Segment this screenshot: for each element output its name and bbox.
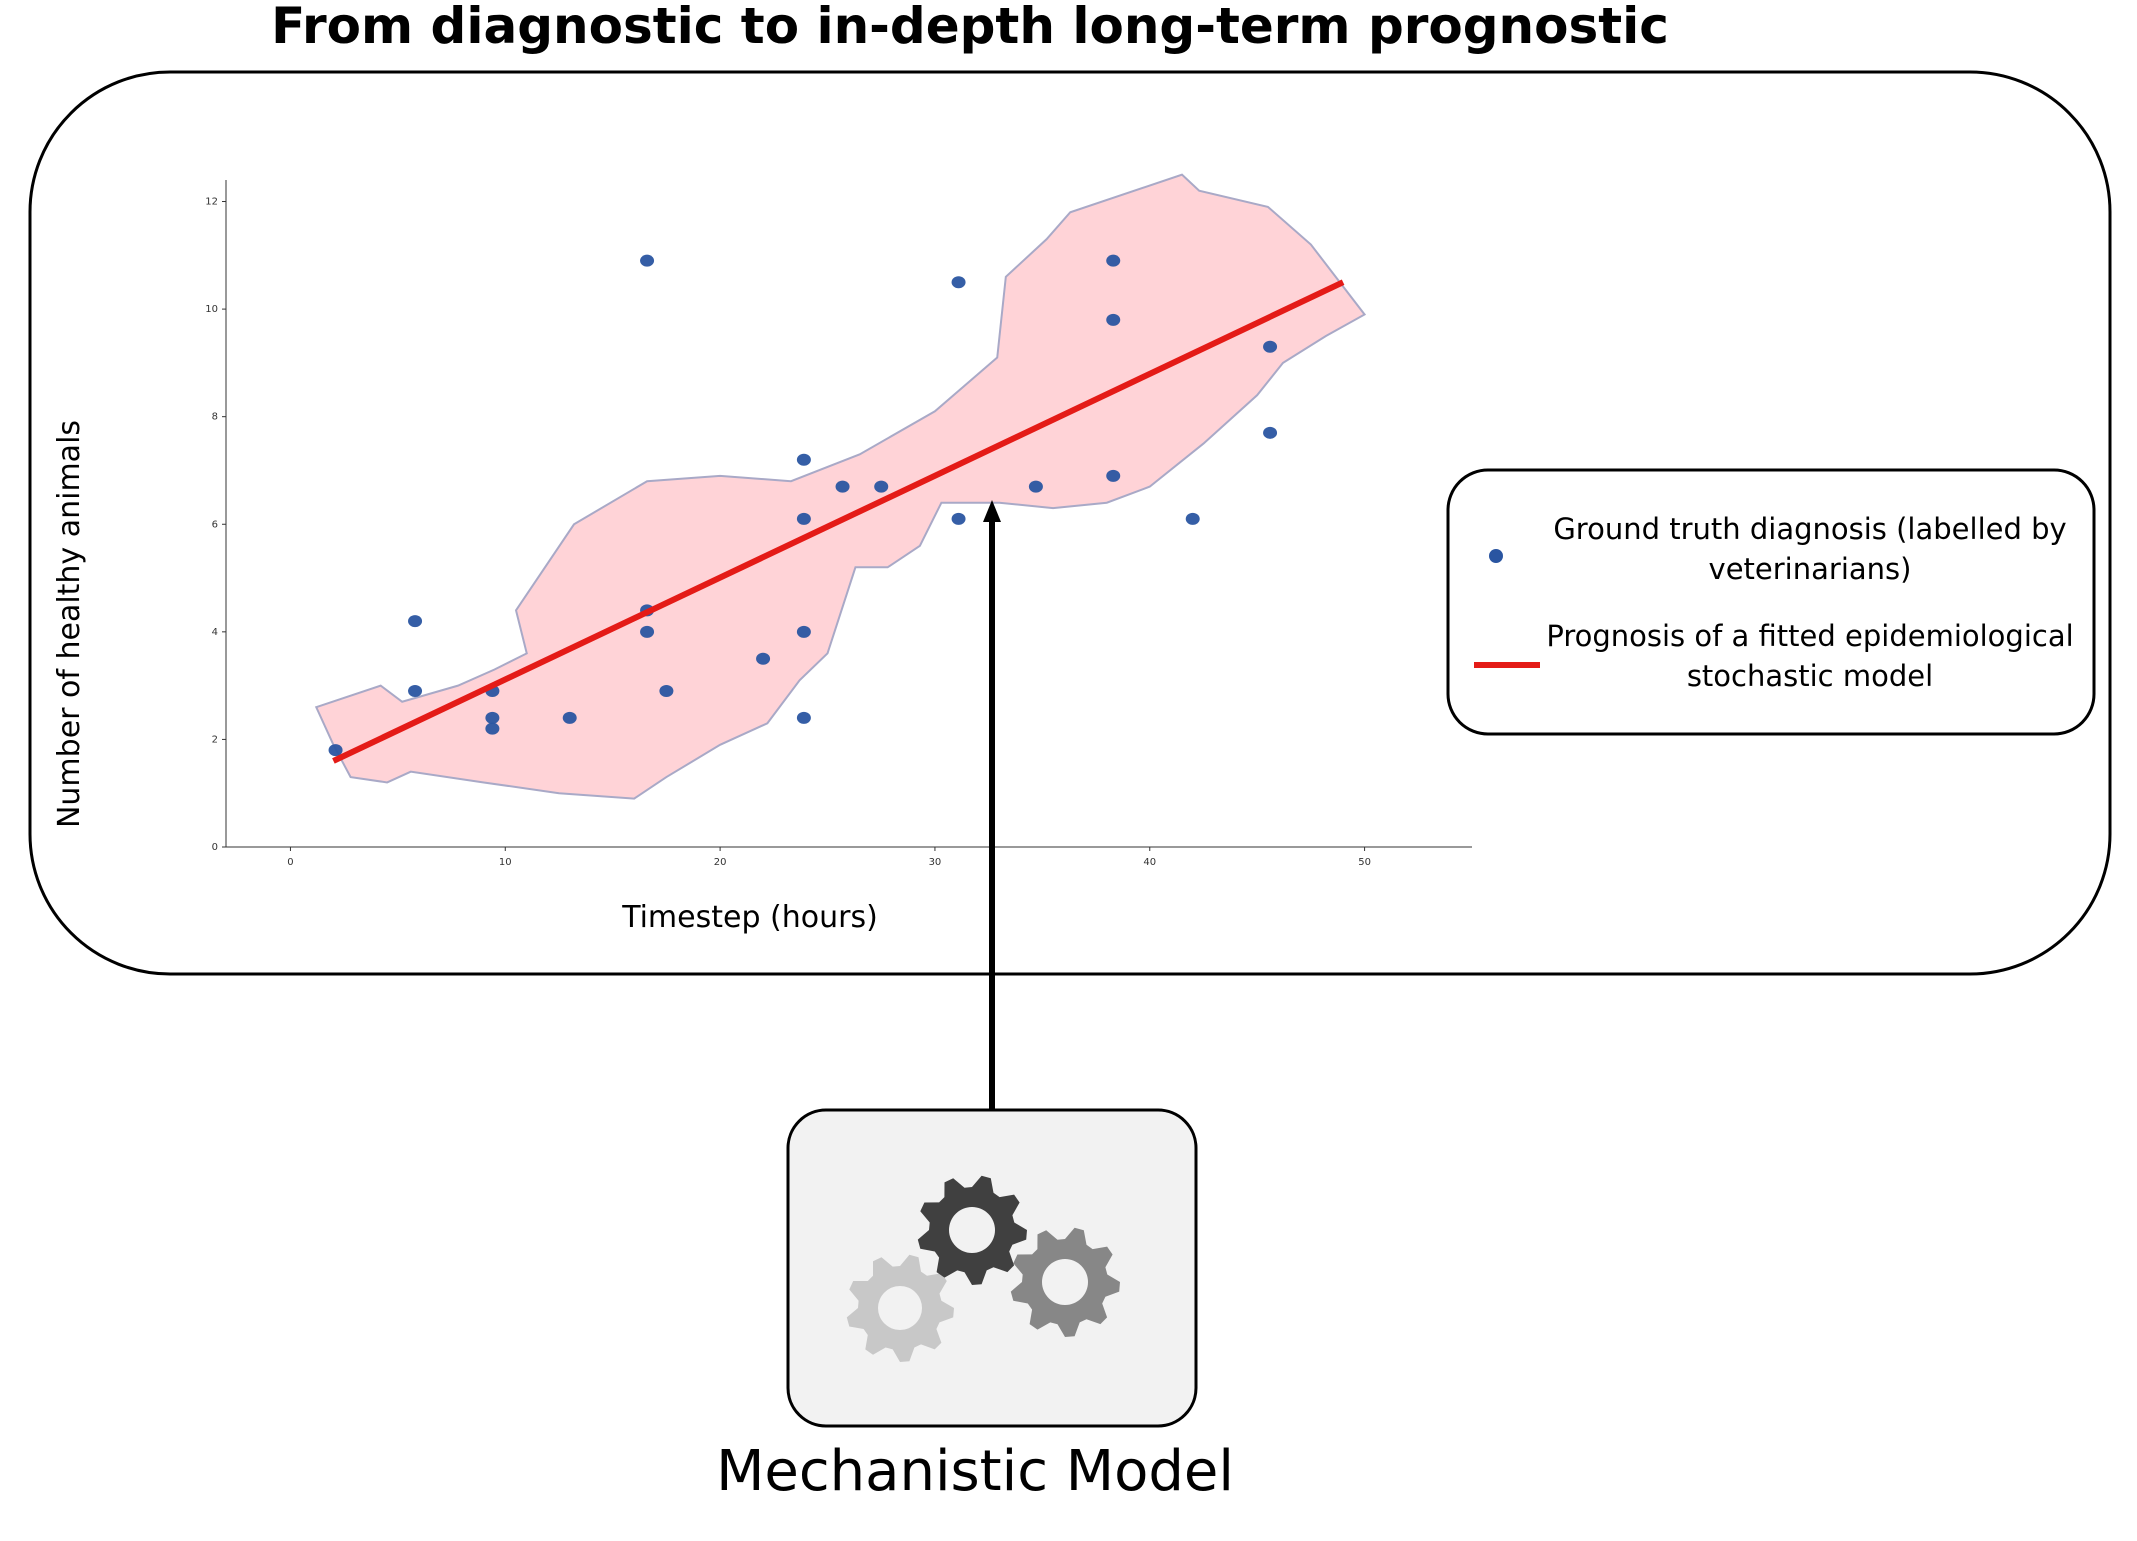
y-tick-label: 0 xyxy=(212,842,218,853)
diagnosis-point xyxy=(796,711,811,724)
diagnosis-point xyxy=(1028,480,1043,493)
diagnosis-point xyxy=(1106,469,1121,482)
gear-medium-icon xyxy=(1010,1227,1120,1337)
legend-label-ground-truth: Ground truth diagnosis (labelled by vete… xyxy=(1553,512,2067,586)
diagnosis-point xyxy=(408,615,423,628)
x-tick-label: 20 xyxy=(714,857,727,868)
y-tick-label: 4 xyxy=(212,627,218,638)
x-tick-label: 0 xyxy=(287,857,293,868)
prognosis-fit-line xyxy=(332,279,1345,764)
y-tick-label: 8 xyxy=(212,412,218,423)
y-tick-label: 2 xyxy=(212,734,218,745)
scatter-chart: 0 10 20 30 40 50 0 2 4 6 8 10 12 xyxy=(205,173,1472,868)
y-tick-label: 6 xyxy=(212,519,218,530)
legend-dot-marker xyxy=(1489,549,1503,563)
x-tick-label: 40 xyxy=(1143,857,1156,868)
diagnosis-point xyxy=(485,711,500,724)
mechanistic-model-box xyxy=(786,1108,1198,1428)
y-axis-label: Number of healthy animals xyxy=(52,419,87,829)
diagnosis-point xyxy=(659,685,674,698)
x-tick-label: 10 xyxy=(499,857,512,868)
x-axis-label: Timestep (hours) xyxy=(622,900,878,935)
legend-label-prognosis: Prognosis of a fitted epidemiological st… xyxy=(1546,619,2074,693)
diagnosis-point xyxy=(1263,426,1278,439)
y-tick-label: 12 xyxy=(205,197,218,208)
diagnosis-point xyxy=(1106,254,1121,267)
flow-arrow-head xyxy=(983,500,1001,522)
diagnosis-point xyxy=(1106,313,1121,326)
mechanistic-model-label: Mechanistic Model xyxy=(716,1439,1234,1504)
diagnosis-point xyxy=(328,744,343,757)
diagnosis-point xyxy=(640,254,655,267)
diagnosis-point xyxy=(408,685,423,698)
diagnosis-point xyxy=(562,711,577,724)
figure-title: From diagnostic to in-depth long-term pr… xyxy=(271,0,1669,55)
legend-box xyxy=(1446,468,2096,736)
diagnosis-point xyxy=(874,480,889,493)
diagnosis-point xyxy=(756,652,771,665)
diagnosis-point xyxy=(835,480,850,493)
diagnosis-point xyxy=(951,512,966,525)
gears-icon xyxy=(846,1175,1120,1362)
y-tick-label: 10 xyxy=(205,304,218,315)
gear-light-icon xyxy=(846,1254,954,1362)
x-tick-label: 50 xyxy=(1358,857,1371,868)
diagnosis-point xyxy=(796,453,811,466)
x-tick-label: 30 xyxy=(929,857,942,868)
diagnosis-point xyxy=(1185,512,1200,525)
diagnosis-point xyxy=(485,722,500,735)
diagnosis-point xyxy=(640,625,655,638)
diagnosis-point xyxy=(796,512,811,525)
diagnosis-point xyxy=(796,625,811,638)
diagnosis-point xyxy=(1263,340,1278,353)
gear-dark-icon xyxy=(917,1175,1027,1285)
diagnosis-point xyxy=(951,276,966,289)
